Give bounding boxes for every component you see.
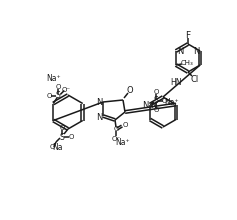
Text: S: S (60, 132, 64, 141)
Text: S: S (154, 96, 158, 105)
Text: Na⁺: Na⁺ (46, 74, 61, 83)
Text: Na⁺: Na⁺ (165, 98, 179, 107)
Text: CH₃: CH₃ (181, 60, 193, 66)
Text: O: O (59, 125, 65, 131)
Text: O: O (153, 106, 159, 112)
Text: C: C (114, 126, 118, 132)
Text: S: S (56, 91, 61, 100)
Text: O: O (56, 84, 61, 90)
Text: N: N (150, 101, 157, 110)
Text: Cl: Cl (191, 75, 199, 84)
Text: O: O (153, 88, 159, 95)
Text: O: O (49, 144, 55, 150)
Text: Na⁺: Na⁺ (116, 138, 130, 147)
Text: O⁻: O⁻ (111, 136, 121, 142)
Text: Na: Na (53, 143, 63, 152)
Text: O: O (122, 122, 128, 128)
Text: N: N (96, 97, 102, 106)
Text: O⁻: O⁻ (161, 97, 171, 103)
Text: N: N (142, 101, 149, 110)
Text: O: O (47, 92, 52, 99)
Text: O: O (127, 86, 133, 95)
Text: N: N (193, 46, 199, 55)
Text: HN: HN (170, 77, 181, 86)
Text: O⁻: O⁻ (62, 86, 71, 92)
Text: O: O (68, 134, 74, 140)
Text: F: F (185, 31, 191, 40)
Text: N: N (177, 46, 183, 55)
Text: N: N (96, 112, 102, 121)
